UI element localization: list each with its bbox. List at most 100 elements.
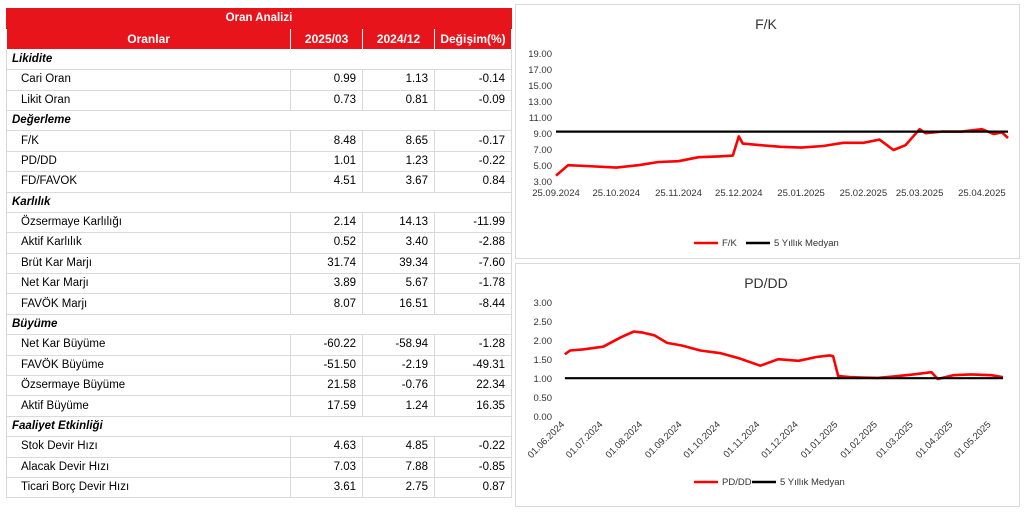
value-2025-03: 21.58 bbox=[290, 375, 364, 397]
x-tick-label: 25.03.2025 bbox=[896, 188, 944, 199]
change-value: 0.84 bbox=[433, 171, 513, 193]
x-tick-label: 25.11.2024 bbox=[655, 188, 702, 199]
row-label: Ticari Borç Devir Hızı bbox=[5, 476, 292, 499]
table-row: Likit Oran 0.73 0.81 -0.09 bbox=[5, 89, 513, 111]
value-2024-12: 1.23 bbox=[362, 150, 435, 173]
row-label: F/K bbox=[5, 130, 292, 152]
value-2024-12: 5.67 bbox=[362, 273, 435, 295]
y-tick-label: 5.00 bbox=[534, 161, 553, 172]
section-title: Büyüme bbox=[6, 313, 512, 336]
row-label: Stok Devir Hızı bbox=[5, 436, 292, 458]
table-row: Cari Oran 0.99 1.13 -0.14 bbox=[5, 69, 513, 91]
section-title: Karlılık bbox=[6, 191, 512, 213]
value-2024-12: 1.13 bbox=[362, 69, 435, 91]
section-row: Karlılık bbox=[6, 191, 512, 213]
row-label: PD/DD bbox=[5, 150, 292, 173]
value-2025-03: -51.50 bbox=[290, 354, 364, 377]
y-tick-label: 0.50 bbox=[534, 393, 553, 404]
x-tick-label: 01.08.2024 bbox=[604, 419, 645, 460]
row-label: Cari Oran bbox=[5, 69, 292, 91]
value-2025-03: 17.59 bbox=[290, 395, 364, 417]
value-2024-12: 3.67 bbox=[362, 171, 435, 193]
x-tick-label: 01.07.2024 bbox=[564, 419, 605, 460]
table-row: FD/FAVOK 4.51 3.67 0.84 bbox=[5, 171, 513, 193]
legend-label: 5 Yıllık Medyan bbox=[780, 477, 845, 488]
y-tick-label: 0.00 bbox=[534, 412, 553, 423]
value-2024-12: 8.65 bbox=[362, 130, 435, 152]
x-tick-label: 25.02.2025 bbox=[840, 188, 888, 199]
table-row: Brüt Kar Marjı 31.74 39.34 -7.60 bbox=[5, 252, 513, 275]
y-tick-label: 3.00 bbox=[534, 177, 553, 188]
x-tick-label: 01.02.2025 bbox=[838, 419, 879, 460]
change-value: -0.22 bbox=[433, 150, 513, 173]
legend-label: 5 Yıllık Medyan bbox=[774, 238, 839, 249]
change-value: -7.60 bbox=[433, 252, 513, 275]
table-row: Özsermaye Büyüme 21.58 -0.76 22.34 bbox=[5, 375, 513, 397]
y-tick-label: 2.00 bbox=[534, 336, 553, 347]
value-2024-12: 3.40 bbox=[362, 232, 435, 254]
y-tick-label: 11.00 bbox=[529, 113, 552, 124]
y-tick-label: 1.00 bbox=[534, 374, 553, 385]
section-title: Likidite bbox=[6, 48, 512, 71]
value-2025-03: 2.14 bbox=[290, 211, 364, 234]
y-tick-label: 1.50 bbox=[534, 355, 553, 366]
x-tick-label: 01.01.2025 bbox=[799, 419, 840, 460]
change-value: -0.85 bbox=[433, 456, 513, 478]
row-label: Alacak Devir Hızı bbox=[5, 456, 292, 478]
x-tick-label: 25.04.2025 bbox=[958, 188, 1006, 199]
series-line-main bbox=[555, 127, 1009, 177]
chart-title: PD/DD bbox=[744, 275, 788, 291]
change-value: -0.09 bbox=[433, 89, 513, 111]
x-tick-label: 01.05.2025 bbox=[952, 419, 993, 460]
x-tick-label: 01.04.2025 bbox=[914, 419, 955, 460]
value-2025-03: 1.01 bbox=[290, 150, 364, 173]
value-2024-12: 4.85 bbox=[362, 436, 435, 458]
table-row: Stok Devir Hızı 4.63 4.85 -0.22 bbox=[5, 436, 513, 458]
value-2024-12: 1.24 bbox=[362, 395, 435, 417]
value-2024-12: 2.75 bbox=[362, 476, 435, 499]
table-row: FAVÖK Büyüme -51.50 -2.19 -49.31 bbox=[5, 354, 513, 377]
row-label: FD/FAVOK bbox=[5, 171, 292, 193]
row-label: FAVÖK Marjı bbox=[5, 293, 292, 315]
value-2025-03: 0.52 bbox=[290, 232, 364, 254]
change-value: 16.35 bbox=[433, 395, 513, 417]
section-row: Büyüme bbox=[6, 313, 512, 336]
table-title: Oran Analizi bbox=[6, 7, 512, 30]
section-row: Değerleme bbox=[6, 109, 512, 132]
x-tick-label: 01.12.2024 bbox=[759, 419, 800, 460]
x-tick-label: 01.06.2024 bbox=[526, 419, 567, 460]
fk-chart-panel: F/K 3.00 5.00 7.00 9.00 11.00 13.00 15.00 17.00 1… bbox=[515, 4, 1020, 259]
y-tick-label: 3.00 bbox=[534, 298, 553, 309]
x-tick-label: 01.11.2024 bbox=[722, 419, 763, 460]
value-2025-03: 3.89 bbox=[290, 273, 364, 295]
column-header: 2024/12 bbox=[362, 28, 435, 50]
change-value: -49.31 bbox=[433, 354, 513, 377]
x-tick-label: 01.10.2024 bbox=[681, 419, 722, 460]
value-2024-12: 39.34 bbox=[362, 252, 435, 275]
value-2025-03: 0.73 bbox=[290, 89, 364, 111]
ratio-table: Oran Analizi Oranlar 2025/03 2024/12 Değişim… bbox=[5, 7, 513, 499]
column-header: Oranlar bbox=[5, 28, 292, 50]
row-label: Özsermaye Karlılığı bbox=[5, 211, 292, 234]
row-label: Aktif Büyüme bbox=[5, 395, 292, 417]
value-2025-03: 3.61 bbox=[290, 476, 364, 499]
x-tick-label: 01.03.2025 bbox=[874, 419, 915, 460]
y-tick-label: 2.50 bbox=[534, 317, 553, 328]
table-row: FAVÖK Marjı 8.07 16.51 -8.44 bbox=[5, 293, 513, 315]
change-value: 0.87 bbox=[433, 476, 513, 499]
change-value: -2.88 bbox=[433, 232, 513, 254]
table-row: Ticari Borç Devir Hızı 3.61 2.75 0.87 bbox=[5, 476, 513, 499]
table-row: Net Kar Marjı 3.89 5.67 -1.78 bbox=[5, 273, 513, 295]
value-2024-12: 0.81 bbox=[362, 89, 435, 111]
change-value: 22.34 bbox=[433, 375, 513, 397]
value-2025-03: 4.51 bbox=[290, 171, 364, 193]
table-row: Özsermaye Karlılığı 2.14 14.13 -11.99 bbox=[5, 211, 513, 234]
row-label: Net Kar Marjı bbox=[5, 273, 292, 295]
column-header: 2025/03 bbox=[290, 28, 364, 50]
row-label: Net Kar Büyüme bbox=[5, 334, 292, 356]
value-2025-03: 0.99 bbox=[290, 69, 364, 91]
pddd-chart: PD/DD 0.00 0.50 1.00 1.50 2.00 2.50 3.00 01.06.2… bbox=[526, 275, 1004, 488]
x-tick-label: 25.12.2024 bbox=[715, 188, 763, 199]
y-tick-label: 17.00 bbox=[528, 65, 552, 76]
row-label: Aktif Karlılık bbox=[5, 232, 292, 254]
